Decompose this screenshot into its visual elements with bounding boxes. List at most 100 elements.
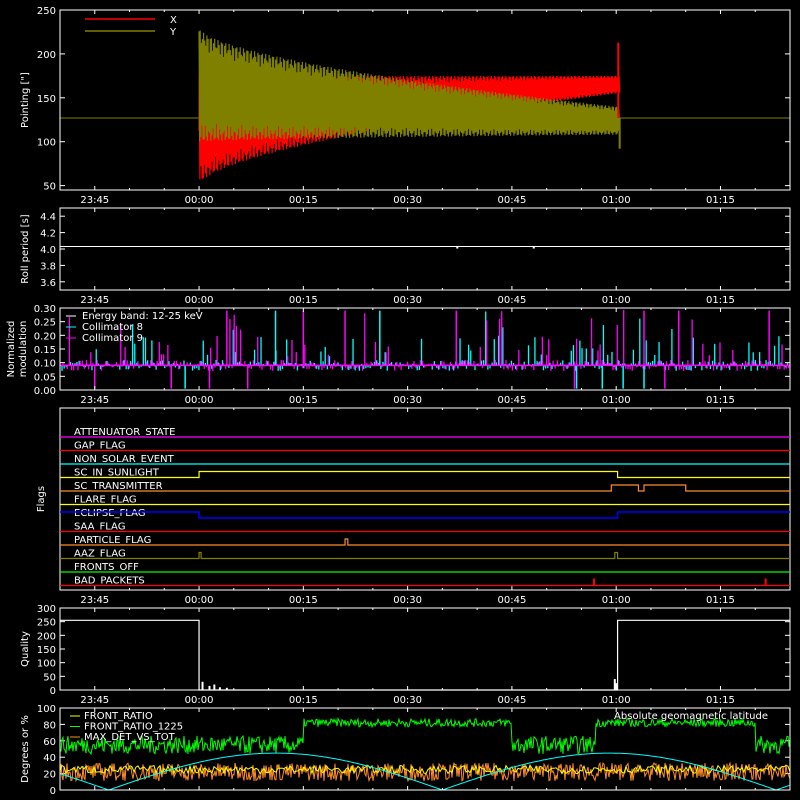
y-tick-label: 300	[37, 604, 56, 615]
modulation-legend-label: Collimator 9	[82, 333, 143, 344]
x-tick-label: 01:00	[602, 595, 631, 606]
modulation-legend-label: Energy band: 12-25 keV	[82, 311, 203, 322]
flag-label-aaz-flag: AAZ_FLAG	[74, 549, 126, 560]
x-tick-label: 00:00	[185, 195, 214, 206]
x-tick-label: 23:45	[80, 195, 109, 206]
pointing-frame	[59, 9, 791, 191]
x-tick-label: 23:45	[80, 595, 109, 606]
x-tick-label: 23:45	[80, 295, 109, 306]
flag-line-eclipse-flag	[60, 511, 790, 519]
modulation-ylabel-2: modulation	[18, 321, 29, 378]
quality-series	[60, 619, 790, 691]
y-tick-label: 100	[37, 138, 56, 149]
x-tick-label: 00:15	[289, 695, 318, 706]
ratios-frame	[59, 707, 791, 791]
x-tick-label: 01:15	[706, 695, 735, 706]
y-tick-label: 3.8	[40, 261, 56, 272]
x-tick-label: 00:30	[393, 295, 422, 306]
flag-label-eclipse-flag: ECLIPSE_FLAG	[74, 508, 145, 519]
y-tick-label: 0.25	[34, 318, 56, 329]
x-tick-label: 00:45	[497, 295, 526, 306]
flag-label-particle-flag: PARTICLE_FLAG	[74, 535, 151, 546]
y-tick-label: 0.10	[34, 359, 56, 370]
ratios-legend-label: FRONT_RATIO	[84, 711, 153, 722]
x-tick-label: 00:00	[185, 695, 214, 706]
y-tick-label: 150	[37, 94, 56, 105]
flag-line-sc-transmitter	[60, 484, 790, 492]
x-tick-label: 01:00	[602, 195, 631, 206]
quality-frame	[59, 607, 791, 691]
x-tick-label: 00:30	[393, 595, 422, 606]
max-det-vs-tot-series	[59, 761, 791, 783]
quality-ylabel: Quality	[20, 631, 31, 667]
y-tick-label: 250	[37, 6, 56, 17]
modulation-ylabel-1: Normalized	[6, 321, 17, 378]
y-tick-label: 80	[43, 720, 56, 731]
flags-ylabel: Flags	[36, 486, 47, 512]
y-tick-label: 0.05	[34, 372, 56, 383]
front-ratio-series	[59, 763, 791, 776]
flag-line-sc-in-sunlight	[60, 470, 790, 479]
y-tick-label: 0.15	[34, 345, 56, 356]
x-tick-label: 00:15	[289, 595, 318, 606]
x-tick-label: 01:15	[706, 295, 735, 306]
x-tick-label: 00:30	[393, 195, 422, 206]
roll-ylabel: Roll period [s]	[20, 214, 31, 283]
flag-label-sc-in-sunlight: SC_IN_SUNLIGHT	[74, 468, 160, 479]
y-tick-label: 50	[43, 672, 56, 683]
pointing-ylabel: Pointing ["]	[20, 72, 31, 128]
ratios-legend-label: FRONT_RATIO_1225	[84, 722, 183, 733]
x-tick-label: 00:30	[393, 395, 422, 406]
flag-label-non-solar-event: NON_SOLAR_EVENT	[74, 454, 175, 465]
modulation-frame	[59, 307, 791, 391]
flag-label-gap-flag: GAP_FLAG	[74, 441, 126, 452]
x-tick-label: 00:00	[185, 395, 214, 406]
modulation-legend-label: Collimator 8	[82, 322, 143, 333]
y-tick-label: 4.0	[40, 245, 56, 256]
x-tick-label: 00:15	[289, 295, 318, 306]
geomagnetic-latitude-series	[59, 752, 791, 791]
y-tick-label: 50	[43, 182, 56, 193]
flag-line-particle-flag	[60, 538, 790, 546]
x-tick-label: 00:15	[289, 395, 318, 406]
x-tick-label: 01:15	[706, 195, 735, 206]
x-tick-label: 23:45	[80, 695, 109, 706]
flag-label-saa-flag: SAA_FLAG	[74, 522, 125, 533]
roll-period-dip	[456, 246, 459, 249]
x-tick-label: 00:45	[497, 395, 526, 406]
x-tick-label: 01:00	[602, 295, 631, 306]
flag-label-flare-flag: FLARE_FLAG	[74, 495, 137, 506]
y-tick-label: 40	[43, 753, 56, 764]
x-tick-label: 00:45	[497, 195, 526, 206]
y-tick-label: 4.4	[40, 212, 56, 223]
x-tick-label: 01:00	[602, 695, 631, 706]
legend-label-x: X	[170, 15, 177, 26]
roll-period-dip	[532, 246, 535, 249]
y-tick-label: 0.00	[34, 386, 56, 397]
roll-frame	[59, 207, 791, 291]
x-tick-label: 00:00	[185, 295, 214, 306]
ratios-ylabel: Degrees or %	[20, 715, 31, 783]
flag-label-attenuator-state: ATTENUATOR_STATE	[74, 427, 175, 438]
pointing-series-y	[198, 30, 621, 142]
y-tick-label: 200	[37, 50, 56, 61]
y-tick-label: 3.6	[40, 278, 56, 289]
y-tick-label: 150	[37, 645, 56, 656]
front-ratio-1225-series	[59, 717, 791, 756]
legend-label-y: Y	[169, 27, 177, 38]
flag-label-bad-packets: BAD_PACKETS	[74, 576, 145, 587]
x-tick-label: 00:30	[393, 695, 422, 706]
x-tick-label: 00:00	[185, 595, 214, 606]
y-tick-label: 100	[37, 659, 56, 670]
flag-label-fronts-off: FRONTS_OFF	[74, 562, 139, 573]
flag-label-sc-transmitter: SC_TRANSMITTER	[74, 481, 163, 492]
x-tick-label: 00:45	[497, 595, 526, 606]
y-tick-label: 4.2	[40, 229, 56, 240]
y-tick-label: 60	[43, 737, 56, 748]
y-tick-label: 0.30	[34, 304, 56, 315]
y-tick-label: 100	[37, 704, 56, 715]
y-tick-label: 200	[37, 631, 56, 642]
ratios-legend-label: MAX_DET_VS_TOT	[84, 732, 176, 743]
x-tick-label: 01:00	[602, 395, 631, 406]
